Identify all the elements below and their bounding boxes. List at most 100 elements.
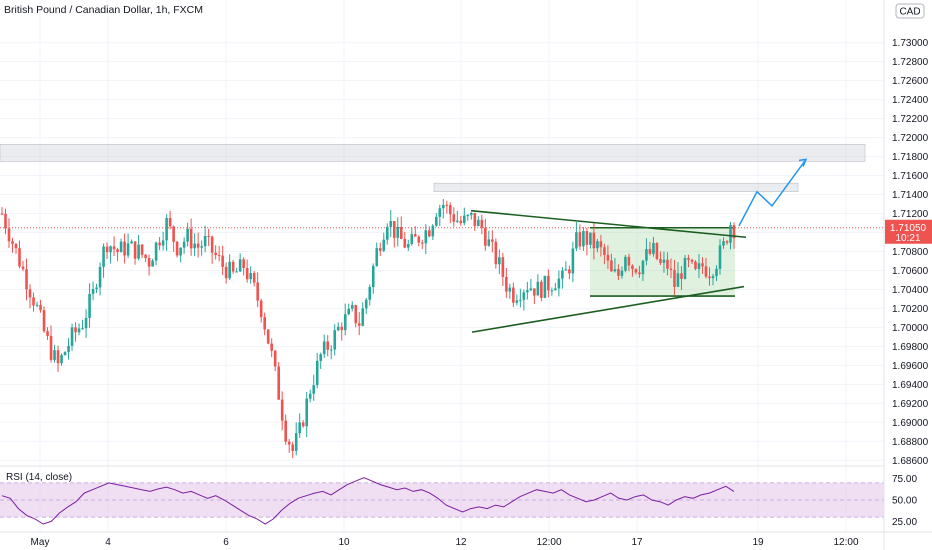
rsi-label: RSI (14, close) [6,472,72,483]
candle-body [715,268,718,277]
candle-body [301,422,305,427]
candle-body [200,246,203,248]
candle-body [284,420,287,442]
candle [221,245,224,276]
candle [196,232,200,258]
candle [273,349,277,372]
candle [322,334,326,358]
candle-body [102,246,105,267]
candle-body [722,241,725,246]
candle-body [711,276,715,279]
candle [326,335,330,357]
candle [39,299,42,313]
candle [291,441,294,459]
candle [49,325,53,363]
candle-body [144,254,147,259]
price-tick-label: 1.69400 [892,380,929,391]
candle-body [477,219,480,226]
candle [294,422,298,456]
candle-body [333,330,337,350]
resistance-zone-upper [0,143,866,162]
candle [680,266,683,291]
candle-body [631,265,634,270]
candle-body [410,234,414,245]
candle [32,292,35,312]
price-axis[interactable]: 1.73000 1.72800 1.72600 1.72400 1.72200 1.720… [892,38,929,467]
candle-body [662,259,666,263]
candle [245,259,249,283]
trendlines [470,209,747,333]
candle [673,259,676,296]
candle [498,249,501,275]
candle [154,241,158,266]
candle [340,322,344,341]
candle [158,237,161,251]
candle-body [592,232,596,249]
projection-path [738,158,807,227]
candle [14,242,18,254]
candle-body [46,331,49,336]
price-tick-label: 1.70400 [892,285,929,296]
price-tick-label: 1.72800 [892,57,929,68]
candle [21,260,25,272]
candle-body [550,290,554,292]
candle [452,207,456,227]
candle [126,233,130,259]
candle-body [196,243,200,248]
candle [259,298,263,323]
candle [25,258,28,301]
candle [81,319,84,330]
candle-body [449,205,452,215]
candle-body [519,299,522,301]
candle [357,312,361,336]
candle-body [648,249,652,254]
candle-body [221,255,224,267]
time-axis[interactable]: May 4 6 10 12 12:00 17 19 12:00 [31,537,859,548]
candle-body [81,328,84,330]
candle [645,238,648,266]
candle-body [11,241,14,244]
candle [133,241,137,265]
candle-body [368,287,372,300]
candle-body [189,228,193,249]
candle-body [533,288,536,296]
candle-body [231,261,235,272]
candle-body [77,328,81,333]
candle-body [140,244,144,255]
candle-body [718,245,722,269]
candle-body [512,287,515,303]
consolidation-box [590,227,735,297]
candle-body [540,281,543,298]
candle [301,420,305,428]
price-tick-label: 1.72000 [892,133,929,144]
candle [613,257,617,273]
candle [484,218,487,251]
candle [249,266,252,284]
candle-body [708,276,711,279]
candle [547,269,550,298]
candle [701,257,704,275]
candle [638,265,641,278]
candle-body [561,270,564,279]
candle [557,270,561,297]
price-tick-label: 1.69200 [892,399,929,410]
candle [470,212,473,220]
candle [477,216,480,227]
candle-body [53,350,56,360]
candle-body [63,352,67,356]
candle [210,235,214,264]
time-tick-label: 6 [223,537,229,548]
candle-body [259,300,263,318]
currency-badge[interactable]: CAD [895,3,925,19]
candle-body [568,269,571,274]
candle [287,438,291,453]
candle [396,217,400,247]
candle [217,246,221,262]
candle-body [536,281,540,296]
candle [350,301,354,312]
price-tick-label: 1.71200 [892,209,929,220]
candle [666,252,669,276]
candle [403,231,407,249]
candle-body [378,248,382,251]
